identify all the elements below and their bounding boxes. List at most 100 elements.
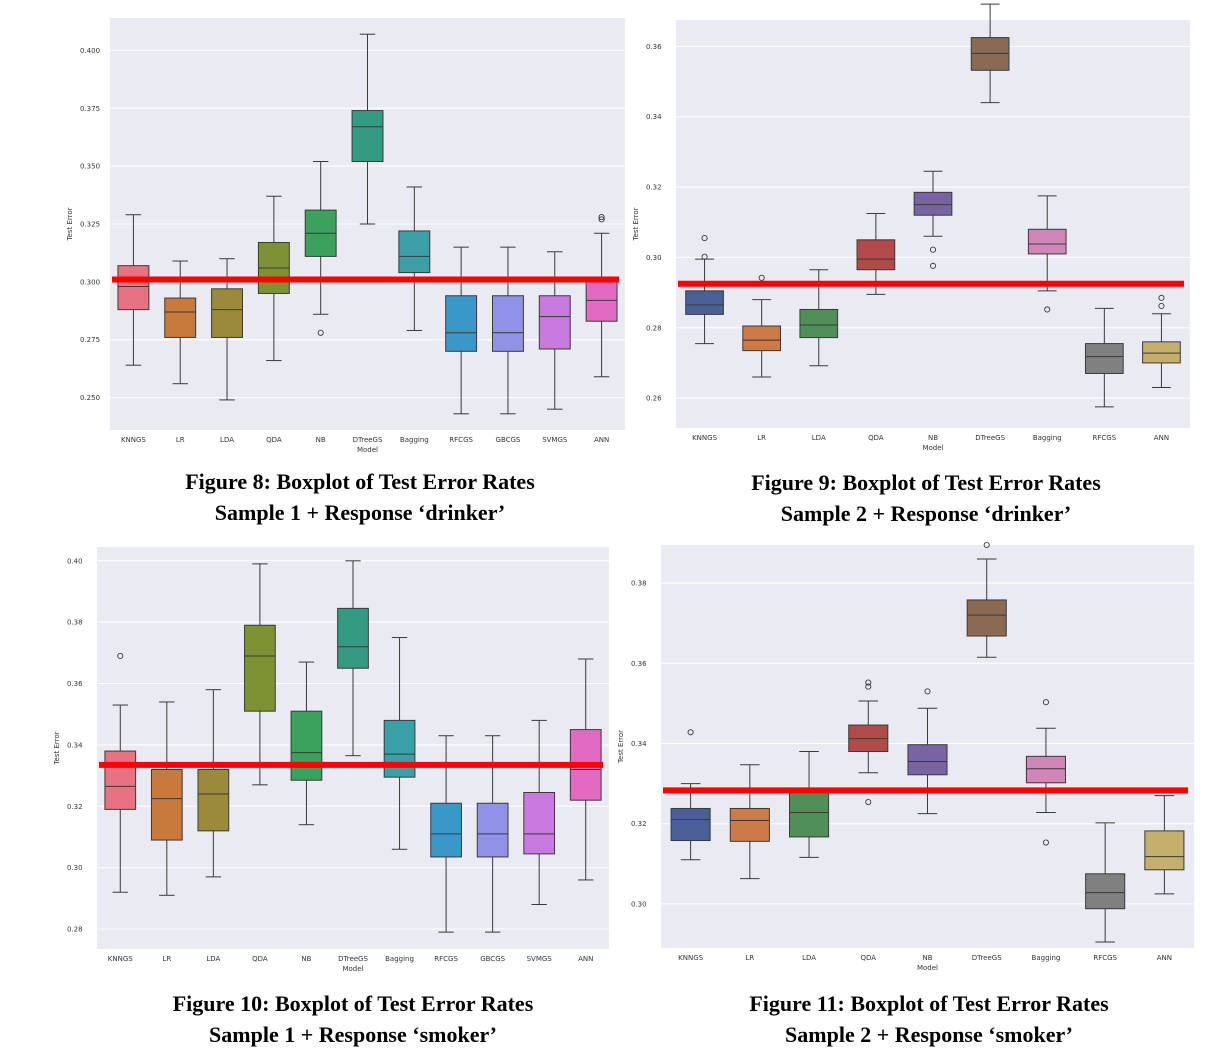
box-qda [244, 624, 276, 712]
x-tick-label: QDA [252, 955, 268, 963]
y-tick-label: 0.325 [80, 221, 100, 229]
x-tick-label: QDA [266, 436, 282, 444]
figure-11-caption-line-2: Sample 2 + Response ‘smoker’ [785, 1022, 1073, 1047]
outlier-point [701, 235, 708, 242]
y-tick-label: 0.40 [67, 557, 83, 565]
x-axis-label: Model [917, 964, 938, 972]
y-tick-label: 0.26 [646, 395, 662, 403]
y-tick-label: 0.34 [67, 741, 83, 749]
figure-9-chart: 0.26 0.28 0.30 0.32 0.34 0.36 KNNGS LR LDA QDA NB D… [632, 3, 1190, 452]
x-tick-label: DTreeGS [972, 954, 1002, 962]
box-rfcgs [430, 802, 462, 858]
box-bagging [1027, 228, 1067, 255]
outlier-point [1044, 306, 1051, 313]
box-qda [856, 239, 896, 271]
box-nb [907, 744, 948, 776]
figure-9-caption-line-2: Sample 2 + Response ‘drinker’ [780, 501, 1072, 526]
y-tick-label: 0.250 [80, 394, 100, 402]
figure-8-caption: Figure 8: Boxplot of Test Error Rates Sa… [110, 466, 610, 528]
box-dtreegs [970, 37, 1010, 71]
x-tick-label: Bagging [400, 436, 429, 444]
x-tick-label: RFCGS [1093, 954, 1117, 962]
x-axis-label: Model [922, 444, 943, 452]
y-tick-label: 0.38 [67, 619, 83, 627]
outlier-point [1158, 302, 1165, 310]
x-tick-label: LDA [812, 434, 826, 442]
y-tick-label: 0.28 [67, 926, 83, 934]
figure-10-caption: Figure 10: Boxplot of Test Error Rates S… [103, 988, 603, 1050]
x-tick-label: QDA [868, 434, 884, 442]
y-tick-label: 0.28 [646, 324, 662, 332]
outlier-point [929, 246, 937, 253]
x-tick-label: LDA [220, 436, 234, 444]
y-tick-label: 0.300 [80, 278, 100, 286]
box-lda [197, 768, 230, 832]
outlier-point [117, 652, 124, 659]
box-lr [742, 325, 782, 352]
y-tick-label: 0.400 [80, 47, 100, 55]
outlier-point [1042, 839, 1049, 846]
outlier-point [701, 253, 708, 260]
x-tick-label: RFCGS [1093, 434, 1117, 442]
figure-10-panel: 0.28 0.30 0.32 0.34 0.36 0.38 0.40 KNNGS LR LDA QD… [53, 547, 609, 1050]
x-tick-label: RFCGS [434, 955, 458, 963]
figure-8-panel: 0.250 0.275 0.300 0.325 0.350 0.375 0.400 KNNGS… [0, 0, 625, 530]
box-dtreegs [966, 599, 1007, 637]
outlier-point [687, 729, 694, 736]
x-tick-label: KNNGS [108, 955, 133, 963]
x-tick-label: NB [928, 434, 938, 442]
figure-11-caption: Figure 11: Boxplot of Test Error Rates S… [679, 988, 1179, 1050]
figure-8-caption-line-2: Sample 1 + Response ‘drinker’ [214, 500, 506, 525]
x-tick-label: GBCGS [480, 955, 505, 963]
box-dtreegs [337, 607, 369, 669]
box-rfcgs [1085, 873, 1126, 910]
x-tick-label: KNNGS [692, 434, 717, 442]
x-tick-label: DTreeGS [353, 436, 383, 444]
y-axis-label: Test Error [632, 207, 640, 241]
box-ann [585, 281, 618, 322]
x-tick-label: KNNGS [678, 954, 703, 962]
y-tick-label: 0.38 [631, 580, 647, 588]
outlier-point [758, 274, 765, 281]
box-knngs [685, 290, 724, 315]
outlier-point [1042, 699, 1049, 706]
x-tick-label: NB [301, 955, 311, 963]
box-gbcgs [476, 802, 509, 858]
x-tick-label: ANN [1154, 434, 1169, 442]
box-svmgs [523, 791, 556, 855]
x-tick-label: RFCGS [449, 436, 473, 444]
figure-10-caption-line-1: Figure 10: Boxplot of Test Error Rates [172, 991, 534, 1016]
box-dtreegs [351, 110, 384, 163]
outlier-point [865, 683, 872, 690]
x-tick-label: ANN [578, 955, 593, 963]
y-tick-label: 0.275 [80, 336, 100, 344]
x-tick-label: SVMGS [542, 436, 568, 444]
outlier-point [1158, 294, 1165, 301]
figure-8-chart: 0.250 0.275 0.300 0.325 0.350 0.375 0.400 KNNGS… [66, 18, 625, 454]
box-lr [729, 807, 770, 842]
x-tick-label: ANN [1157, 954, 1172, 962]
x-tick-label: LR [162, 955, 171, 963]
box-rfcgs [445, 295, 478, 352]
outlier-point [317, 329, 324, 336]
outlier-point [598, 214, 605, 221]
box-bagging [398, 230, 431, 274]
x-tick-label: DTreeGS [338, 955, 368, 963]
outlier-point [929, 262, 937, 269]
x-tick-label: Bagging [1032, 954, 1061, 962]
y-tick-label: 0.32 [67, 803, 83, 811]
box-lda [789, 791, 830, 838]
y-axis-label: Test Error [617, 730, 625, 764]
figure-8-caption-line-1: Figure 8: Boxplot of Test Error Rates [185, 469, 535, 494]
y-tick-label: 0.36 [67, 680, 83, 688]
y-tick-label: 0.375 [80, 105, 100, 113]
x-tick-label: LDA [802, 954, 816, 962]
x-tick-label: Bagging [1033, 434, 1062, 442]
outlier-point [924, 688, 931, 695]
box-lr [150, 768, 183, 841]
outlier-point [983, 541, 990, 549]
figure-11-caption-line-1: Figure 11: Boxplot of Test Error Rates [749, 991, 1109, 1016]
figure-9-caption: Figure 9: Boxplot of Test Error Rates Sa… [676, 467, 1176, 529]
box-gbcgs [492, 295, 524, 352]
